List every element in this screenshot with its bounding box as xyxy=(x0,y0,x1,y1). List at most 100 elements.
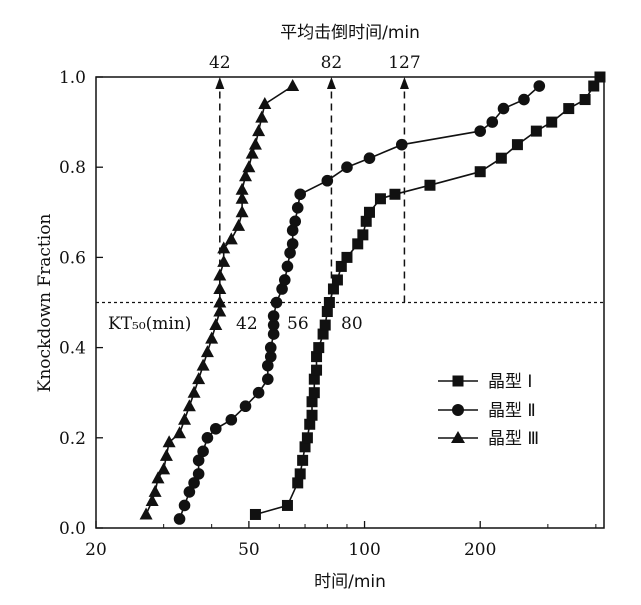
data-point-triangle xyxy=(252,124,266,137)
x-tick-label: 20 xyxy=(85,540,107,560)
y-tick-label: 1.0 xyxy=(59,68,86,88)
data-point-circle xyxy=(284,247,296,259)
data-point-triangle xyxy=(159,448,173,461)
mean-knockdown-arrow xyxy=(215,77,225,89)
data-point-circle xyxy=(261,373,274,385)
data-point-square xyxy=(530,125,542,137)
data-point-square xyxy=(389,188,401,200)
data-point-square xyxy=(304,418,316,430)
data-point-triangle xyxy=(224,232,238,245)
data-point-circle xyxy=(188,477,200,489)
data-point-square xyxy=(327,283,339,295)
legend-label-form1: 晶型 Ⅰ xyxy=(488,372,532,392)
top-axis-title: 平均击倒时间/min xyxy=(280,23,420,43)
data-point-square xyxy=(301,432,313,444)
data-point-triangle xyxy=(213,304,227,317)
y-tick-label: 0.0 xyxy=(59,519,86,539)
data-point-square xyxy=(317,328,329,340)
data-point-square xyxy=(311,351,323,363)
data-point-circle xyxy=(363,152,376,164)
kt50-label: KT₅₀(min) xyxy=(108,314,191,334)
data-point-triangle xyxy=(209,318,223,331)
data-point-circle xyxy=(261,359,274,372)
data-point-circle xyxy=(270,296,283,309)
data-point-circle xyxy=(291,201,304,214)
data-point-circle xyxy=(497,102,510,115)
tick-layer: 20 50 100 200 0.0 0.2 0.4 0.6 0.8 1.0 42 82 127 xyxy=(59,53,597,560)
data-point-triangle xyxy=(242,160,256,173)
data-point-circle xyxy=(197,445,209,458)
legend: 晶型 Ⅰ 晶型 Ⅱ 晶型 Ⅲ xyxy=(438,372,539,449)
legend-marker-square xyxy=(452,375,464,387)
data-point-triangle xyxy=(286,79,300,92)
data-point-triangle xyxy=(187,385,201,398)
data-point-square xyxy=(335,260,347,272)
data-point-circle xyxy=(192,468,205,480)
data-point-triangle xyxy=(217,241,231,254)
data-point-triangle xyxy=(213,295,227,308)
x-tick-label: 50 xyxy=(238,540,260,560)
data-point-square xyxy=(294,468,306,480)
data-point-square xyxy=(306,409,318,421)
mean-knockdown-arrow xyxy=(326,77,336,89)
data-point-square xyxy=(341,251,353,263)
data-point-square xyxy=(374,193,386,205)
data-point-circle xyxy=(209,422,222,435)
data-point-square xyxy=(321,306,333,318)
series-triangle xyxy=(139,79,300,520)
top-axis-label: 82 xyxy=(321,53,343,73)
y-tick-label: 0.2 xyxy=(59,429,86,449)
kt50-value-form1: 80 xyxy=(341,314,363,334)
data-point-circle xyxy=(474,125,487,137)
data-point-triangle xyxy=(255,110,269,123)
data-point-circle xyxy=(192,454,205,467)
data-point-circle xyxy=(239,400,252,413)
legend-label-form3: 晶型 Ⅲ xyxy=(488,429,539,449)
data-point-circle xyxy=(201,432,214,444)
data-point-circle xyxy=(395,138,408,151)
data-point-square xyxy=(308,373,320,385)
data-point-square xyxy=(297,454,309,466)
data-point-square xyxy=(249,508,261,520)
data-point-circle xyxy=(264,341,277,354)
data-point-triangle xyxy=(217,254,231,267)
data-point-triangle xyxy=(248,137,262,150)
data-point-square xyxy=(357,229,369,241)
data-point-circle xyxy=(278,274,291,286)
data-point-triangle xyxy=(173,426,187,439)
legend-marker-circle xyxy=(452,404,464,416)
data-point-square xyxy=(292,477,304,489)
series-square xyxy=(249,71,606,520)
data-point-circle xyxy=(294,188,306,201)
data-point-circle xyxy=(178,499,191,512)
top-axis-label: 127 xyxy=(388,53,420,73)
data-point-triangle xyxy=(192,372,206,385)
data-point-triangle xyxy=(235,205,249,218)
data-point-square xyxy=(495,152,507,164)
y-tick-label: 0.8 xyxy=(59,158,86,178)
data-point-circle xyxy=(267,328,280,340)
data-point-triangle xyxy=(178,412,192,425)
data-point-triangle xyxy=(157,462,171,475)
data-point-circle xyxy=(289,215,302,228)
data-point-square xyxy=(319,319,331,331)
data-point-square xyxy=(308,387,320,399)
data-point-circle xyxy=(486,116,499,128)
data-point-circle xyxy=(183,486,196,498)
data-point-square xyxy=(424,179,436,191)
data-point-square xyxy=(363,206,375,218)
data-point-circle xyxy=(225,413,238,426)
data-point-square xyxy=(546,116,558,128)
x-tick-label: 200 xyxy=(464,540,496,560)
data-point-circle xyxy=(281,260,294,273)
data-point-circle xyxy=(252,386,265,399)
kt50-value-form2: 56 xyxy=(287,314,309,334)
data-point-triangle xyxy=(205,331,219,344)
series-line xyxy=(178,85,540,520)
x-tick-label: 100 xyxy=(348,540,380,560)
data-point-circle xyxy=(276,283,288,295)
data-point-triangle xyxy=(182,399,196,412)
data-point-circle xyxy=(267,310,280,322)
data-point-circle xyxy=(518,93,530,106)
data-point-triangle xyxy=(139,507,153,520)
